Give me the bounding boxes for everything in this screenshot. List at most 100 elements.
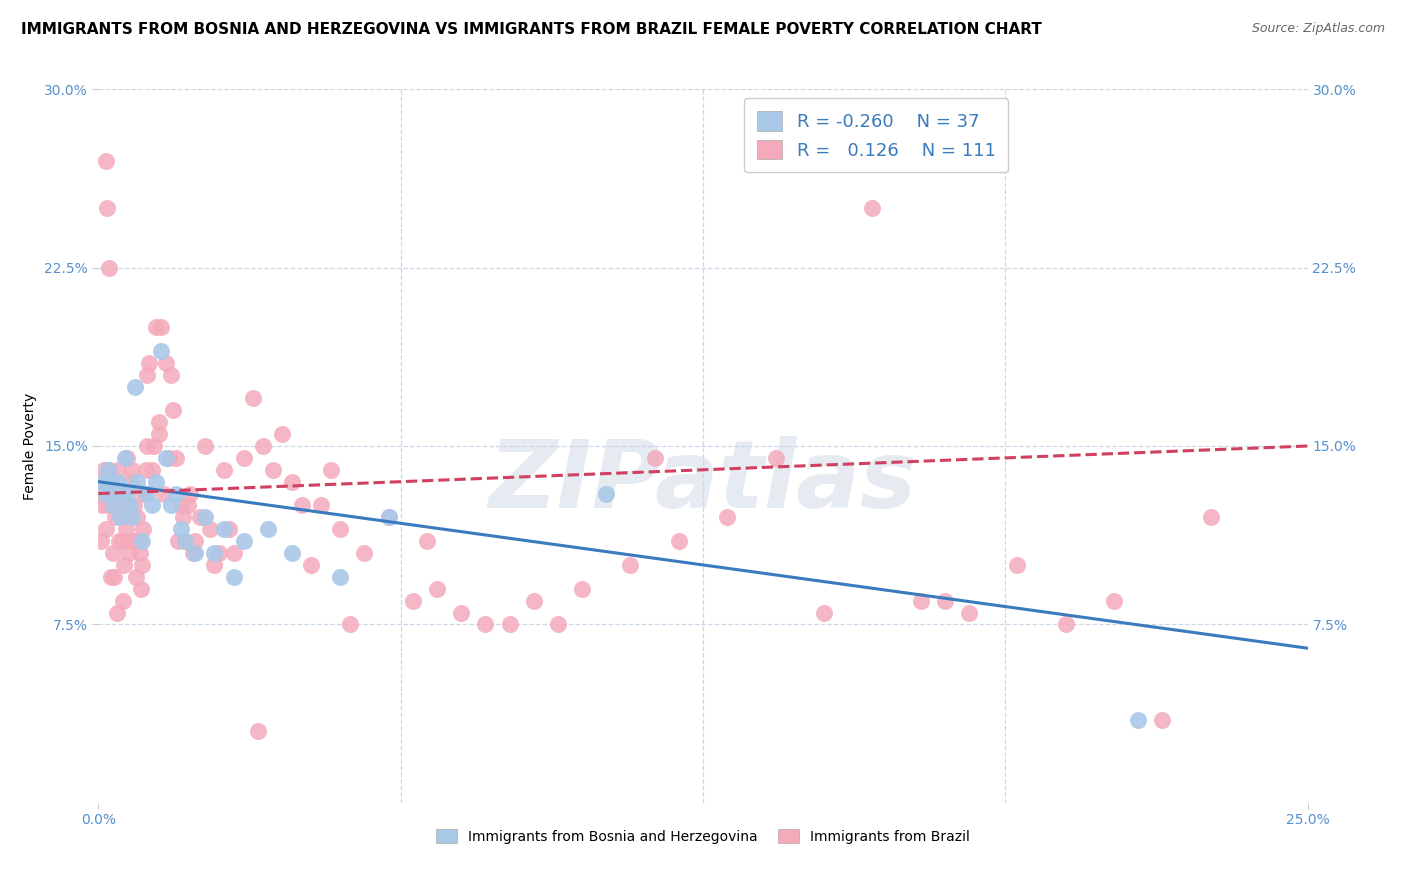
Point xyxy=(174,534,197,549)
Point xyxy=(104,486,127,500)
Point xyxy=(160,499,183,513)
Point xyxy=(252,439,274,453)
Point xyxy=(111,534,134,549)
Point xyxy=(138,356,160,370)
Point xyxy=(165,486,187,500)
Point xyxy=(668,534,690,549)
Point xyxy=(94,486,117,500)
Legend: Immigrants from Bosnia and Herzegovina, Immigrants from Brazil: Immigrants from Bosnia and Herzegovina, … xyxy=(430,823,976,849)
Point xyxy=(162,403,184,417)
Point xyxy=(353,546,375,560)
Point xyxy=(329,522,352,536)
Point xyxy=(152,486,174,500)
Point xyxy=(232,534,254,549)
Point xyxy=(281,475,304,489)
Point xyxy=(474,617,496,632)
Point xyxy=(114,510,136,524)
Point xyxy=(91,499,114,513)
Point xyxy=(150,343,173,358)
Point xyxy=(523,593,546,607)
Point xyxy=(118,546,141,560)
Point xyxy=(135,368,157,382)
Point xyxy=(184,534,207,549)
Text: Source: ZipAtlas.com: Source: ZipAtlas.com xyxy=(1251,22,1385,36)
Point xyxy=(1152,713,1174,727)
Point xyxy=(281,546,304,560)
Text: IMMIGRANTS FROM BOSNIA AND HERZEGOVINA VS IMMIGRANTS FROM BRAZIL FEMALE POVERTY : IMMIGRANTS FROM BOSNIA AND HERZEGOVINA V… xyxy=(21,22,1042,37)
Y-axis label: Female Poverty: Female Poverty xyxy=(22,392,37,500)
Point xyxy=(860,201,883,215)
Point xyxy=(125,570,148,584)
Point xyxy=(128,534,150,549)
Point xyxy=(127,475,149,489)
Point xyxy=(547,617,569,632)
Point xyxy=(179,486,201,500)
Point xyxy=(135,439,157,453)
Point xyxy=(124,379,146,393)
Point xyxy=(128,546,150,560)
Point xyxy=(271,427,294,442)
Point xyxy=(131,534,153,549)
Point xyxy=(155,450,177,465)
Point xyxy=(339,617,361,632)
Point xyxy=(111,486,134,500)
Point xyxy=(194,510,217,524)
Point xyxy=(108,499,131,513)
Point xyxy=(169,499,191,513)
Point xyxy=(148,427,170,442)
Point xyxy=(115,522,138,536)
Point xyxy=(644,450,666,465)
Point xyxy=(118,475,141,489)
Point xyxy=(157,450,180,465)
Point xyxy=(377,510,399,524)
Point xyxy=(148,415,170,429)
Point xyxy=(143,439,166,453)
Point xyxy=(212,463,235,477)
Point xyxy=(299,558,322,572)
Point xyxy=(118,499,141,513)
Point xyxy=(167,534,190,549)
Point xyxy=(135,463,157,477)
Text: ZIPatlas: ZIPatlas xyxy=(489,435,917,528)
Point xyxy=(93,463,115,477)
Point xyxy=(135,486,157,500)
Point xyxy=(105,606,128,620)
Point xyxy=(101,546,124,560)
Point xyxy=(98,260,121,275)
Point xyxy=(204,558,226,572)
Point xyxy=(107,463,129,477)
Point xyxy=(177,499,200,513)
Point xyxy=(416,534,439,549)
Point xyxy=(141,499,163,513)
Point xyxy=(619,558,641,572)
Point xyxy=(934,593,956,607)
Point xyxy=(595,486,617,500)
Point xyxy=(104,510,127,524)
Point xyxy=(450,606,472,620)
Point xyxy=(124,534,146,549)
Point xyxy=(208,546,231,560)
Point xyxy=(957,606,980,620)
Point xyxy=(1128,713,1150,727)
Point xyxy=(121,463,143,477)
Point xyxy=(96,475,118,489)
Point xyxy=(120,534,142,549)
Point xyxy=(181,546,204,560)
Point xyxy=(132,522,155,536)
Point xyxy=(100,570,122,584)
Point xyxy=(127,510,149,524)
Point xyxy=(256,522,278,536)
Point xyxy=(150,320,173,334)
Point xyxy=(111,593,134,607)
Point xyxy=(96,201,118,215)
Point xyxy=(169,522,191,536)
Point xyxy=(1199,510,1222,524)
Point xyxy=(94,153,117,168)
Point xyxy=(101,486,124,500)
Point xyxy=(232,450,254,465)
Point xyxy=(309,499,332,513)
Point xyxy=(194,439,217,453)
Point xyxy=(114,450,136,465)
Point xyxy=(222,546,245,560)
Point xyxy=(117,486,139,500)
